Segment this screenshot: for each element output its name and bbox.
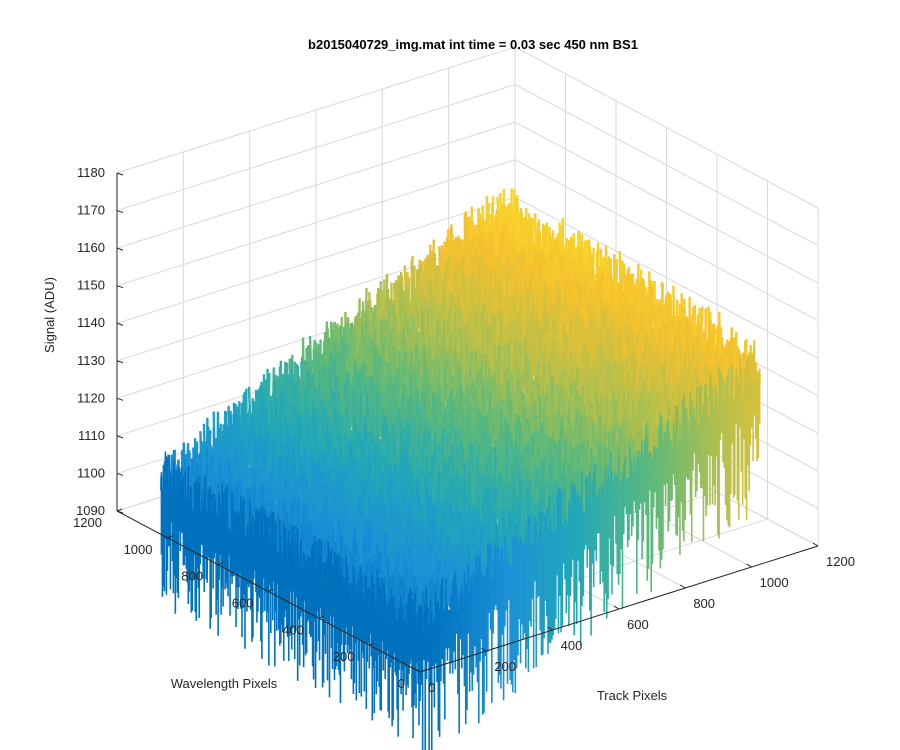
surface-strand [290, 420, 294, 434]
surface-strand [315, 344, 319, 394]
z-gridline [116, 46, 819, 209]
surface-strand [650, 286, 654, 333]
surface-strand [577, 345, 581, 367]
surface [160, 188, 761, 750]
